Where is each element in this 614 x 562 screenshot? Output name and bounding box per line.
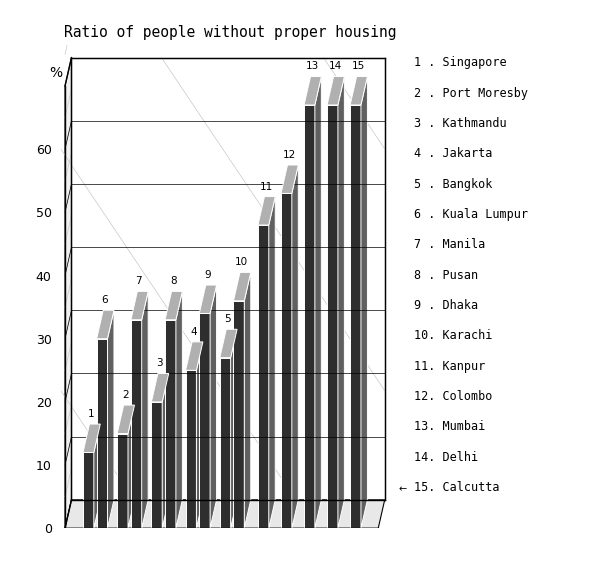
- Polygon shape: [185, 342, 203, 370]
- Text: 7: 7: [136, 277, 142, 286]
- Polygon shape: [152, 402, 162, 528]
- Text: 11. Kanpur: 11. Kanpur: [414, 360, 486, 373]
- Text: 15. Calcutta: 15. Calcutta: [414, 481, 500, 494]
- Text: 1 . Singapore: 1 . Singapore: [414, 56, 507, 69]
- Text: 10. Karachi: 10. Karachi: [414, 329, 493, 342]
- Polygon shape: [315, 76, 321, 528]
- Text: 11: 11: [259, 182, 273, 192]
- Text: 9 . Dhaka: 9 . Dhaka: [414, 299, 478, 312]
- Polygon shape: [231, 329, 237, 528]
- Text: 14. Delhi: 14. Delhi: [414, 451, 478, 464]
- Polygon shape: [281, 165, 298, 193]
- Text: 3: 3: [156, 359, 163, 369]
- Polygon shape: [165, 320, 176, 528]
- Text: 10: 10: [235, 257, 248, 268]
- Polygon shape: [281, 193, 292, 528]
- Text: 3 . Kathmandu: 3 . Kathmandu: [414, 117, 507, 130]
- Polygon shape: [233, 273, 251, 301]
- Polygon shape: [71, 57, 385, 500]
- Text: 5 . Bangkok: 5 . Bangkok: [414, 178, 493, 191]
- Polygon shape: [162, 374, 169, 528]
- Polygon shape: [83, 452, 94, 528]
- Polygon shape: [185, 370, 196, 528]
- Polygon shape: [200, 285, 217, 314]
- Title: Ratio of people without proper housing: Ratio of people without proper housing: [64, 25, 397, 40]
- Polygon shape: [131, 320, 142, 528]
- Text: 14: 14: [328, 61, 342, 71]
- Text: 7 . Manila: 7 . Manila: [414, 238, 486, 251]
- Polygon shape: [200, 314, 210, 528]
- Text: 1: 1: [88, 409, 95, 419]
- Polygon shape: [292, 165, 298, 528]
- Polygon shape: [233, 301, 244, 528]
- Text: 2: 2: [122, 390, 128, 400]
- Polygon shape: [83, 424, 100, 452]
- Polygon shape: [327, 105, 338, 528]
- Polygon shape: [258, 197, 275, 225]
- Polygon shape: [65, 57, 71, 528]
- Polygon shape: [327, 76, 344, 105]
- Text: 2 . Port Moresby: 2 . Port Moresby: [414, 87, 529, 99]
- Polygon shape: [350, 105, 361, 528]
- Polygon shape: [117, 433, 128, 528]
- Text: 9: 9: [204, 270, 211, 280]
- Text: 13: 13: [305, 61, 319, 71]
- Polygon shape: [117, 405, 134, 433]
- Text: 5: 5: [225, 314, 231, 324]
- Text: 4: 4: [190, 327, 197, 337]
- Polygon shape: [142, 291, 148, 528]
- Polygon shape: [65, 500, 385, 528]
- Text: 8 . Pusan: 8 . Pusan: [414, 269, 478, 282]
- Polygon shape: [304, 76, 321, 105]
- Polygon shape: [165, 291, 182, 320]
- Text: 4 . Jakarta: 4 . Jakarta: [414, 147, 493, 160]
- Polygon shape: [107, 310, 114, 528]
- Polygon shape: [176, 291, 182, 528]
- Polygon shape: [128, 405, 134, 528]
- Polygon shape: [220, 357, 231, 528]
- Polygon shape: [196, 342, 203, 528]
- Polygon shape: [304, 105, 315, 528]
- Polygon shape: [131, 291, 148, 320]
- Polygon shape: [96, 310, 114, 339]
- Text: 15: 15: [351, 61, 365, 71]
- Text: 6: 6: [101, 295, 108, 305]
- Text: 12: 12: [282, 150, 295, 160]
- Text: 13. Mumbai: 13. Mumbai: [414, 420, 486, 433]
- Polygon shape: [210, 285, 217, 528]
- Text: 6 . Kuala Lumpur: 6 . Kuala Lumpur: [414, 208, 529, 221]
- Text: %: %: [50, 66, 63, 80]
- Polygon shape: [361, 76, 367, 528]
- Text: ←: ←: [399, 484, 407, 494]
- Polygon shape: [96, 339, 107, 528]
- Polygon shape: [152, 374, 169, 402]
- Polygon shape: [258, 225, 269, 528]
- Polygon shape: [220, 329, 237, 357]
- Text: 12. Colombo: 12. Colombo: [414, 390, 493, 403]
- Polygon shape: [94, 424, 100, 528]
- Polygon shape: [269, 197, 275, 528]
- Polygon shape: [244, 273, 251, 528]
- Polygon shape: [338, 76, 344, 528]
- Polygon shape: [350, 76, 367, 105]
- Text: 8: 8: [169, 277, 176, 286]
